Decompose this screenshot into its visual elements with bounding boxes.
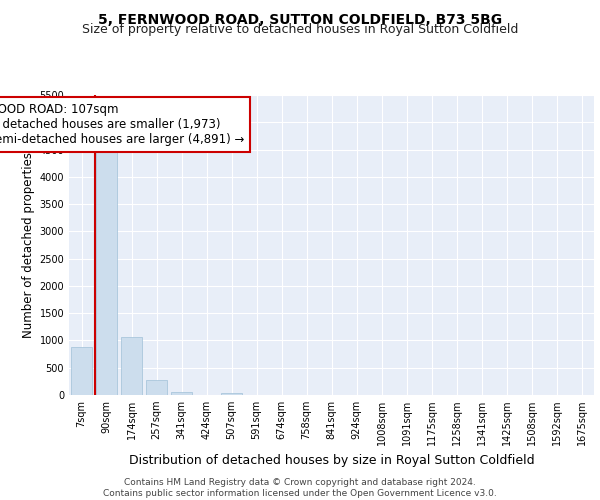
Bar: [71, 347, 92, 395]
Bar: [96, 146, 117, 395]
Y-axis label: Number of detached properties: Number of detached properties: [22, 152, 35, 338]
Bar: [171, 392, 192, 395]
Text: 5 FERNWOOD ROAD: 107sqm
← 29% of detached houses are smaller (1,973)
71% of semi: 5 FERNWOOD ROAD: 107sqm ← 29% of detache…: [0, 103, 244, 146]
Bar: [121, 337, 142, 395]
Bar: [146, 380, 167, 395]
Text: Contains HM Land Registry data © Crown copyright and database right 2024.
Contai: Contains HM Land Registry data © Crown c…: [103, 478, 497, 498]
Bar: [221, 393, 242, 395]
Text: Size of property relative to detached houses in Royal Sutton Coldfield: Size of property relative to detached ho…: [82, 22, 518, 36]
Text: 5, FERNWOOD ROAD, SUTTON COLDFIELD, B73 5BG: 5, FERNWOOD ROAD, SUTTON COLDFIELD, B73 …: [98, 12, 502, 26]
X-axis label: Distribution of detached houses by size in Royal Sutton Coldfield: Distribution of detached houses by size …: [128, 454, 535, 466]
